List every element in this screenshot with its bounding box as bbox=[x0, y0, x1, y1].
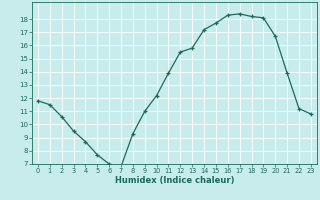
X-axis label: Humidex (Indice chaleur): Humidex (Indice chaleur) bbox=[115, 176, 234, 185]
